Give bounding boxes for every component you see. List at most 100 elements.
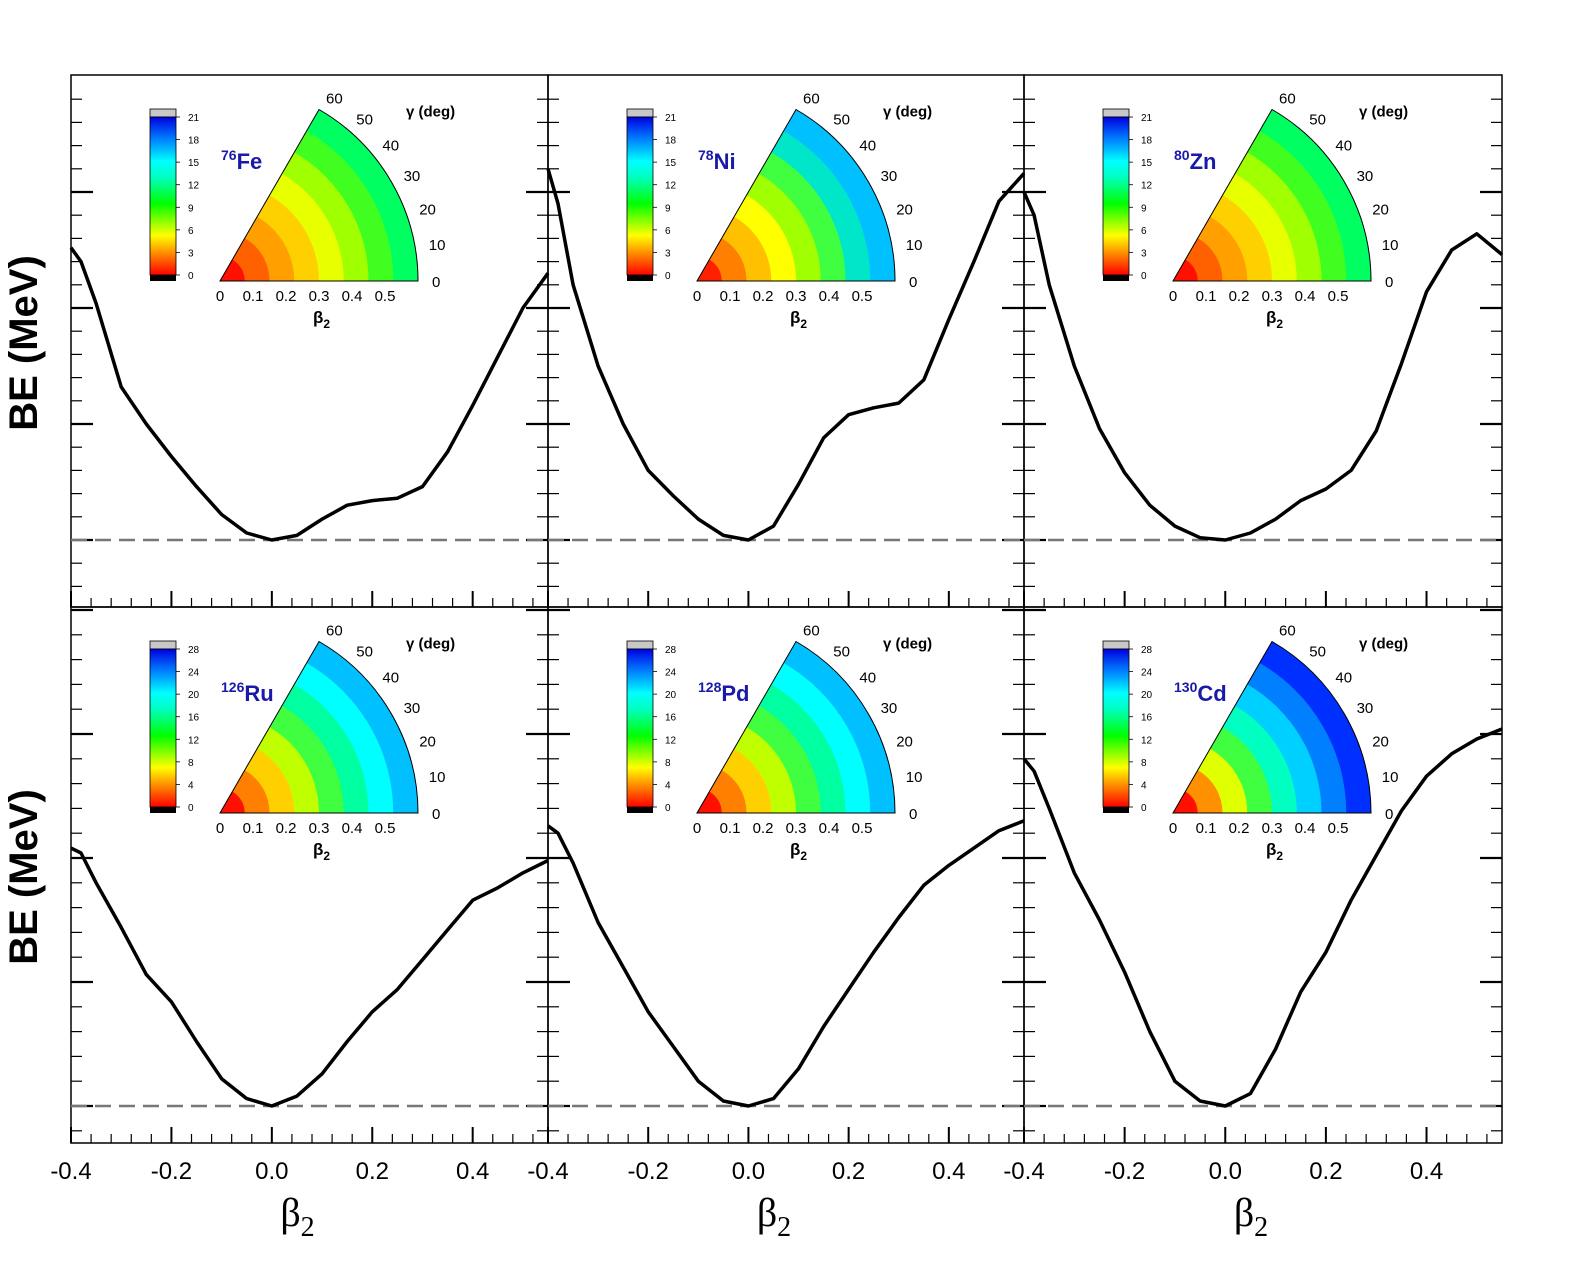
colorbar-tick-label: 9 — [1141, 203, 1147, 214]
gamma-tick-label: 0 — [432, 806, 440, 823]
gamma-tick-label: 60 — [326, 622, 343, 639]
energy-curve — [1022, 727, 1503, 1108]
colorbar — [1102, 648, 1130, 808]
colorbar-tick-label: 9 — [188, 203, 194, 214]
gamma-tick-label: 10 — [429, 237, 446, 254]
colorbar-tick-label: 0 — [665, 271, 671, 282]
colorbar-tick-label: 16 — [1141, 713, 1153, 724]
colorbar-tick-label: 3 — [188, 248, 194, 259]
beta-axis-label: β2 — [313, 840, 330, 863]
beta-tick-label: 0 — [1169, 288, 1177, 305]
colorbar-overflow — [626, 108, 654, 118]
gamma-tick-label: 50 — [833, 112, 850, 129]
nucleus-label: 76Fe — [221, 147, 262, 174]
triangle-outline — [219, 640, 419, 814]
gamma-tick-label: 30 — [404, 700, 421, 717]
colorbar-tick-label: 15 — [1141, 158, 1153, 169]
gamma-tick-label: 40 — [859, 670, 876, 687]
colorbar-tick-label: 6 — [665, 226, 671, 237]
panel-frame — [1023, 606, 1503, 1144]
energy-curve — [546, 819, 1025, 1108]
energy-curve — [546, 168, 1026, 542]
gamma-tick-label: 10 — [429, 769, 446, 786]
gamma-tick-label: 30 — [881, 700, 898, 717]
gamma-axis-label: γ (deg) — [883, 636, 932, 653]
colorbar-tick-label: 12 — [665, 735, 677, 746]
beta-tick-label: 0.1 — [720, 820, 741, 837]
colorbar-tick-label: 6 — [188, 226, 194, 237]
inset-triangle-plot: 0 3 6 9 12 15 18 21 0 10 20 30 40 50 60 γ (deg) 0 0.1 0.2 0… — [626, 90, 932, 331]
axis-labels-layer: BE (MeV) BE (MeV) — [2, 255, 46, 965]
gamma-tick-label: 50 — [1309, 112, 1326, 129]
colorbar-tick-label: 15 — [665, 158, 677, 169]
inset-triangle-plot: 0 3 6 9 12 15 18 21 0 10 20 30 40 50 60 γ (deg) 0 0.1 0.2 0… — [1102, 90, 1408, 331]
colorbar-tick-label: 21 — [188, 113, 200, 124]
x-axis-label: β2 — [757, 1190, 791, 1243]
beta-tick-label: 0.3 — [1262, 820, 1283, 837]
colorbar-tick-label: 24 — [665, 668, 677, 679]
colorbar-tick-label: 0 — [665, 803, 671, 814]
beta-tick-label: 0.2 — [753, 288, 774, 305]
beta-tick-label: 0.4 — [1295, 820, 1316, 837]
colorbar-overflow — [149, 640, 177, 650]
gamma-tick-label: 60 — [1279, 622, 1296, 639]
beta-tick-label: 0.5 — [375, 288, 396, 305]
y-axis-label-bottom: BE (MeV) — [2, 789, 46, 965]
gamma-axis-label: γ (deg) — [406, 104, 455, 121]
gamma-tick-label: 10 — [906, 769, 923, 786]
colorbar-tick-label: 20 — [665, 690, 677, 701]
beta-tick-label: 0.5 — [852, 820, 873, 837]
x-axis-label: β2 — [1234, 1190, 1268, 1243]
colorbar-tick-label: 21 — [665, 113, 677, 124]
colorbar-tick-label: 12 — [1141, 735, 1153, 746]
gamma-tick-label: 20 — [1372, 202, 1389, 219]
nucleus-label: 80Zn — [1174, 147, 1216, 174]
beta-tick-label: 0 — [216, 820, 224, 837]
beta-tick-label: 0.3 — [786, 820, 807, 837]
gamma-tick-label: 60 — [1279, 90, 1296, 107]
x-tick-label: 0.0 — [1209, 1158, 1242, 1185]
beta-tick-label: 0.4 — [342, 820, 363, 837]
beta-tick-label: 0.4 — [819, 820, 840, 837]
gamma-tick-label: 50 — [833, 644, 850, 661]
energy-curve — [70, 846, 549, 1108]
gamma-axis-label: γ (deg) — [883, 104, 932, 121]
beta-tick-label: 0.2 — [1229, 288, 1250, 305]
colorbar-underflow — [150, 807, 176, 813]
colorbar-tick-label: 16 — [665, 713, 677, 724]
colorbar-tick-label: 20 — [1141, 690, 1153, 701]
beta-tick-label: 0.1 — [720, 288, 741, 305]
colorbar-tick-label: 28 — [1141, 645, 1153, 656]
panel-bottom-middle: 0 4 8 12 16 20 24 28 0 10 20 30 40 50 60 γ (deg) 0 0.1 0.2… — [546, 606, 1025, 1144]
beta-tick-label: 0.2 — [753, 820, 774, 837]
colorbar — [626, 648, 654, 808]
colorbar-tick-label: 3 — [665, 248, 671, 259]
x-tick-label: -0.2 — [151, 1158, 192, 1185]
colorbar-tick-label: 0 — [1141, 271, 1147, 282]
beta-axis-label: β2 — [1266, 840, 1283, 863]
beta-tick-label: 0.2 — [276, 820, 297, 837]
gamma-tick-label: 50 — [356, 112, 373, 129]
energy-surface-band — [1173, 259, 1198, 281]
gamma-tick-label: 10 — [1382, 237, 1399, 254]
x-tick-label: -0.4 — [50, 1158, 91, 1185]
beta-axis-label: β2 — [790, 308, 807, 331]
colorbar-tick-label: 4 — [1141, 780, 1147, 791]
colorbar-tick-label: 18 — [188, 136, 200, 147]
gamma-tick-label: 0 — [909, 274, 917, 291]
colorbar-overflow — [626, 640, 654, 650]
energy-curve — [69, 246, 550, 542]
colorbar-tick-label: 0 — [188, 803, 194, 814]
beta-tick-label: 0 — [1169, 820, 1177, 837]
x-tick-label: 0.0 — [732, 1158, 765, 1185]
beta-tick-label: 0.4 — [1295, 288, 1316, 305]
beta-tick-label: 0 — [693, 820, 701, 837]
gamma-tick-label: 20 — [896, 202, 913, 219]
energy-surface-band — [697, 259, 722, 281]
panel-bottom-left: 0 4 8 12 16 20 24 28 0 10 20 30 40 50 60 γ (deg) 0 0.1 0.2… — [70, 606, 549, 1144]
colorbar-tick-label: 15 — [188, 158, 200, 169]
gamma-tick-label: 40 — [1335, 138, 1352, 155]
x-tick-label: -0.2 — [1104, 1158, 1145, 1185]
colorbar-tick-label: 6 — [1141, 226, 1147, 237]
